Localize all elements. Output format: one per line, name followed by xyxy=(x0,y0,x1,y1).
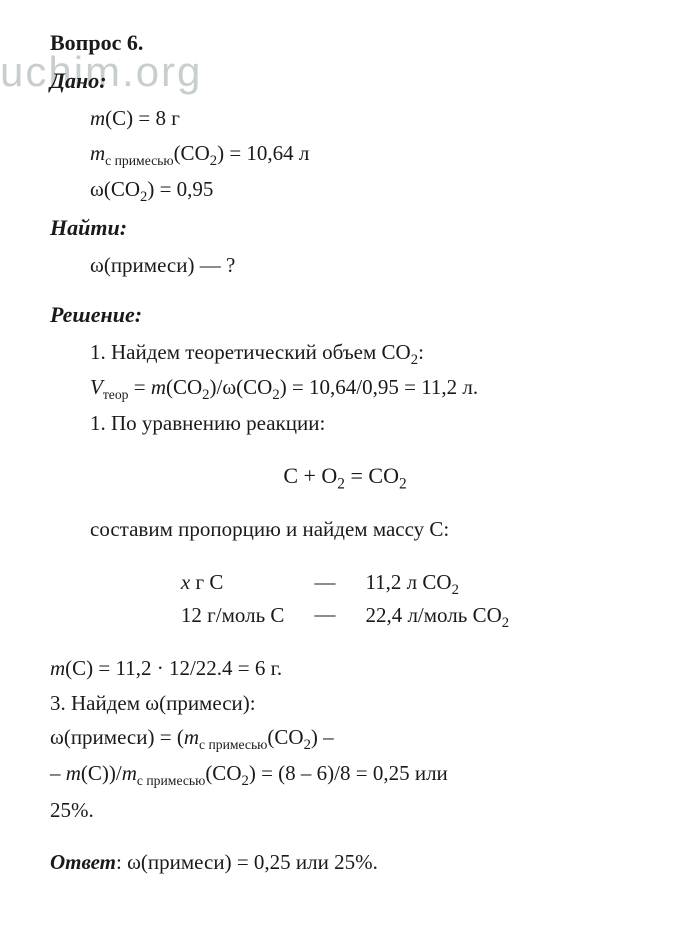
mc-result: m(C) = 11,2 · 12/22.4 = 6 г. xyxy=(50,652,640,685)
eq-mid: = CO xyxy=(345,463,399,488)
question-title: Вопрос 6. xyxy=(50,30,640,56)
given-value-omega: ) = 0,95 xyxy=(147,177,213,201)
solution-step1b: Vтеор = m(CO2)/ω(CO2) = 10,64/0,95 = 11,… xyxy=(90,371,640,405)
solution-step2: 1. По уравнению реакции: xyxy=(90,407,640,440)
eq-left: C + O xyxy=(283,463,337,488)
proportion-intro: составим пропорцию и найдем массу C: xyxy=(90,513,640,546)
given-line-3: ω(CO2) = 0,95 xyxy=(90,173,640,206)
omega1-sub: с примесью xyxy=(199,737,267,752)
given-line-2: mс примесью(CO2) = 10,64 л xyxy=(90,137,640,171)
prop-r1c3: 11,2 л CO2 xyxy=(351,568,523,598)
step1a-post: : xyxy=(418,340,424,364)
omega2-post: ) = (8 – 6)/8 = 0,25 или xyxy=(249,761,448,785)
solution-step3: 3. Найдем ω(примеси): xyxy=(50,687,640,720)
solution-step1a: 1. Найдем теоретический объем CO2: xyxy=(90,336,640,369)
given-sub-impurity: с примесью xyxy=(105,153,173,168)
omega-line3: 25%. xyxy=(50,794,640,827)
step1b-result: ) = 10,64/0,95 = 11,2 л. xyxy=(280,375,478,399)
given-value-mc: 8 г xyxy=(156,106,180,130)
prop-r2c2: — xyxy=(300,600,349,630)
given-line-1: m(C) = 8 г xyxy=(90,102,640,135)
omega2-sub: с примесью xyxy=(137,774,205,789)
find-label: Найти: xyxy=(50,215,640,241)
find-label-text: Найти xyxy=(50,215,120,240)
reaction-equation: C + O2 = CO2 xyxy=(50,463,640,489)
given-label-text: Дано xyxy=(50,68,99,93)
prop-r1c2: — xyxy=(300,568,349,598)
solution-label: Решение: xyxy=(50,302,640,328)
step1a-text: 1. Найдем теоретический объем CO xyxy=(90,340,411,364)
vteor-sub: теор xyxy=(103,387,129,402)
prop-r2c3: 22,4 л/моль CO2 xyxy=(351,600,523,630)
given-label: Дано: xyxy=(50,68,640,94)
document-content: Вопрос 6. Дано: m(C) = 8 г mс примесью(C… xyxy=(50,30,640,879)
answer-label: Ответ xyxy=(50,850,116,874)
answer-text: : ω(примеси) = 0,25 или 25%. xyxy=(116,850,378,874)
omega-line1: ω(примеси) = (mс примесью(CO2) – xyxy=(50,721,640,755)
solution-label-text: Решение xyxy=(50,302,135,327)
find-line: ω(примеси) — ? xyxy=(90,249,640,282)
prop-r1c3-text: 11,2 л CO xyxy=(365,570,451,594)
prop-r2c1: 12 г/моль C xyxy=(167,600,299,630)
prop-r1c1: x г C xyxy=(167,568,299,598)
prop-r2c3-text: 22,4 л/моль CO xyxy=(365,603,501,627)
proportion-table: x г C — 11,2 л CO2 12 г/моль C — 22,4 л/… xyxy=(165,566,525,632)
given-value-mco2: ) = 10,64 л xyxy=(217,141,309,165)
omega-line2: – m(C))/mс примесью(CO2) = (8 – 6)/8 = 0… xyxy=(50,757,640,791)
answer-line: Ответ: ω(примеси) = 0,25 или 25%. xyxy=(50,846,640,879)
